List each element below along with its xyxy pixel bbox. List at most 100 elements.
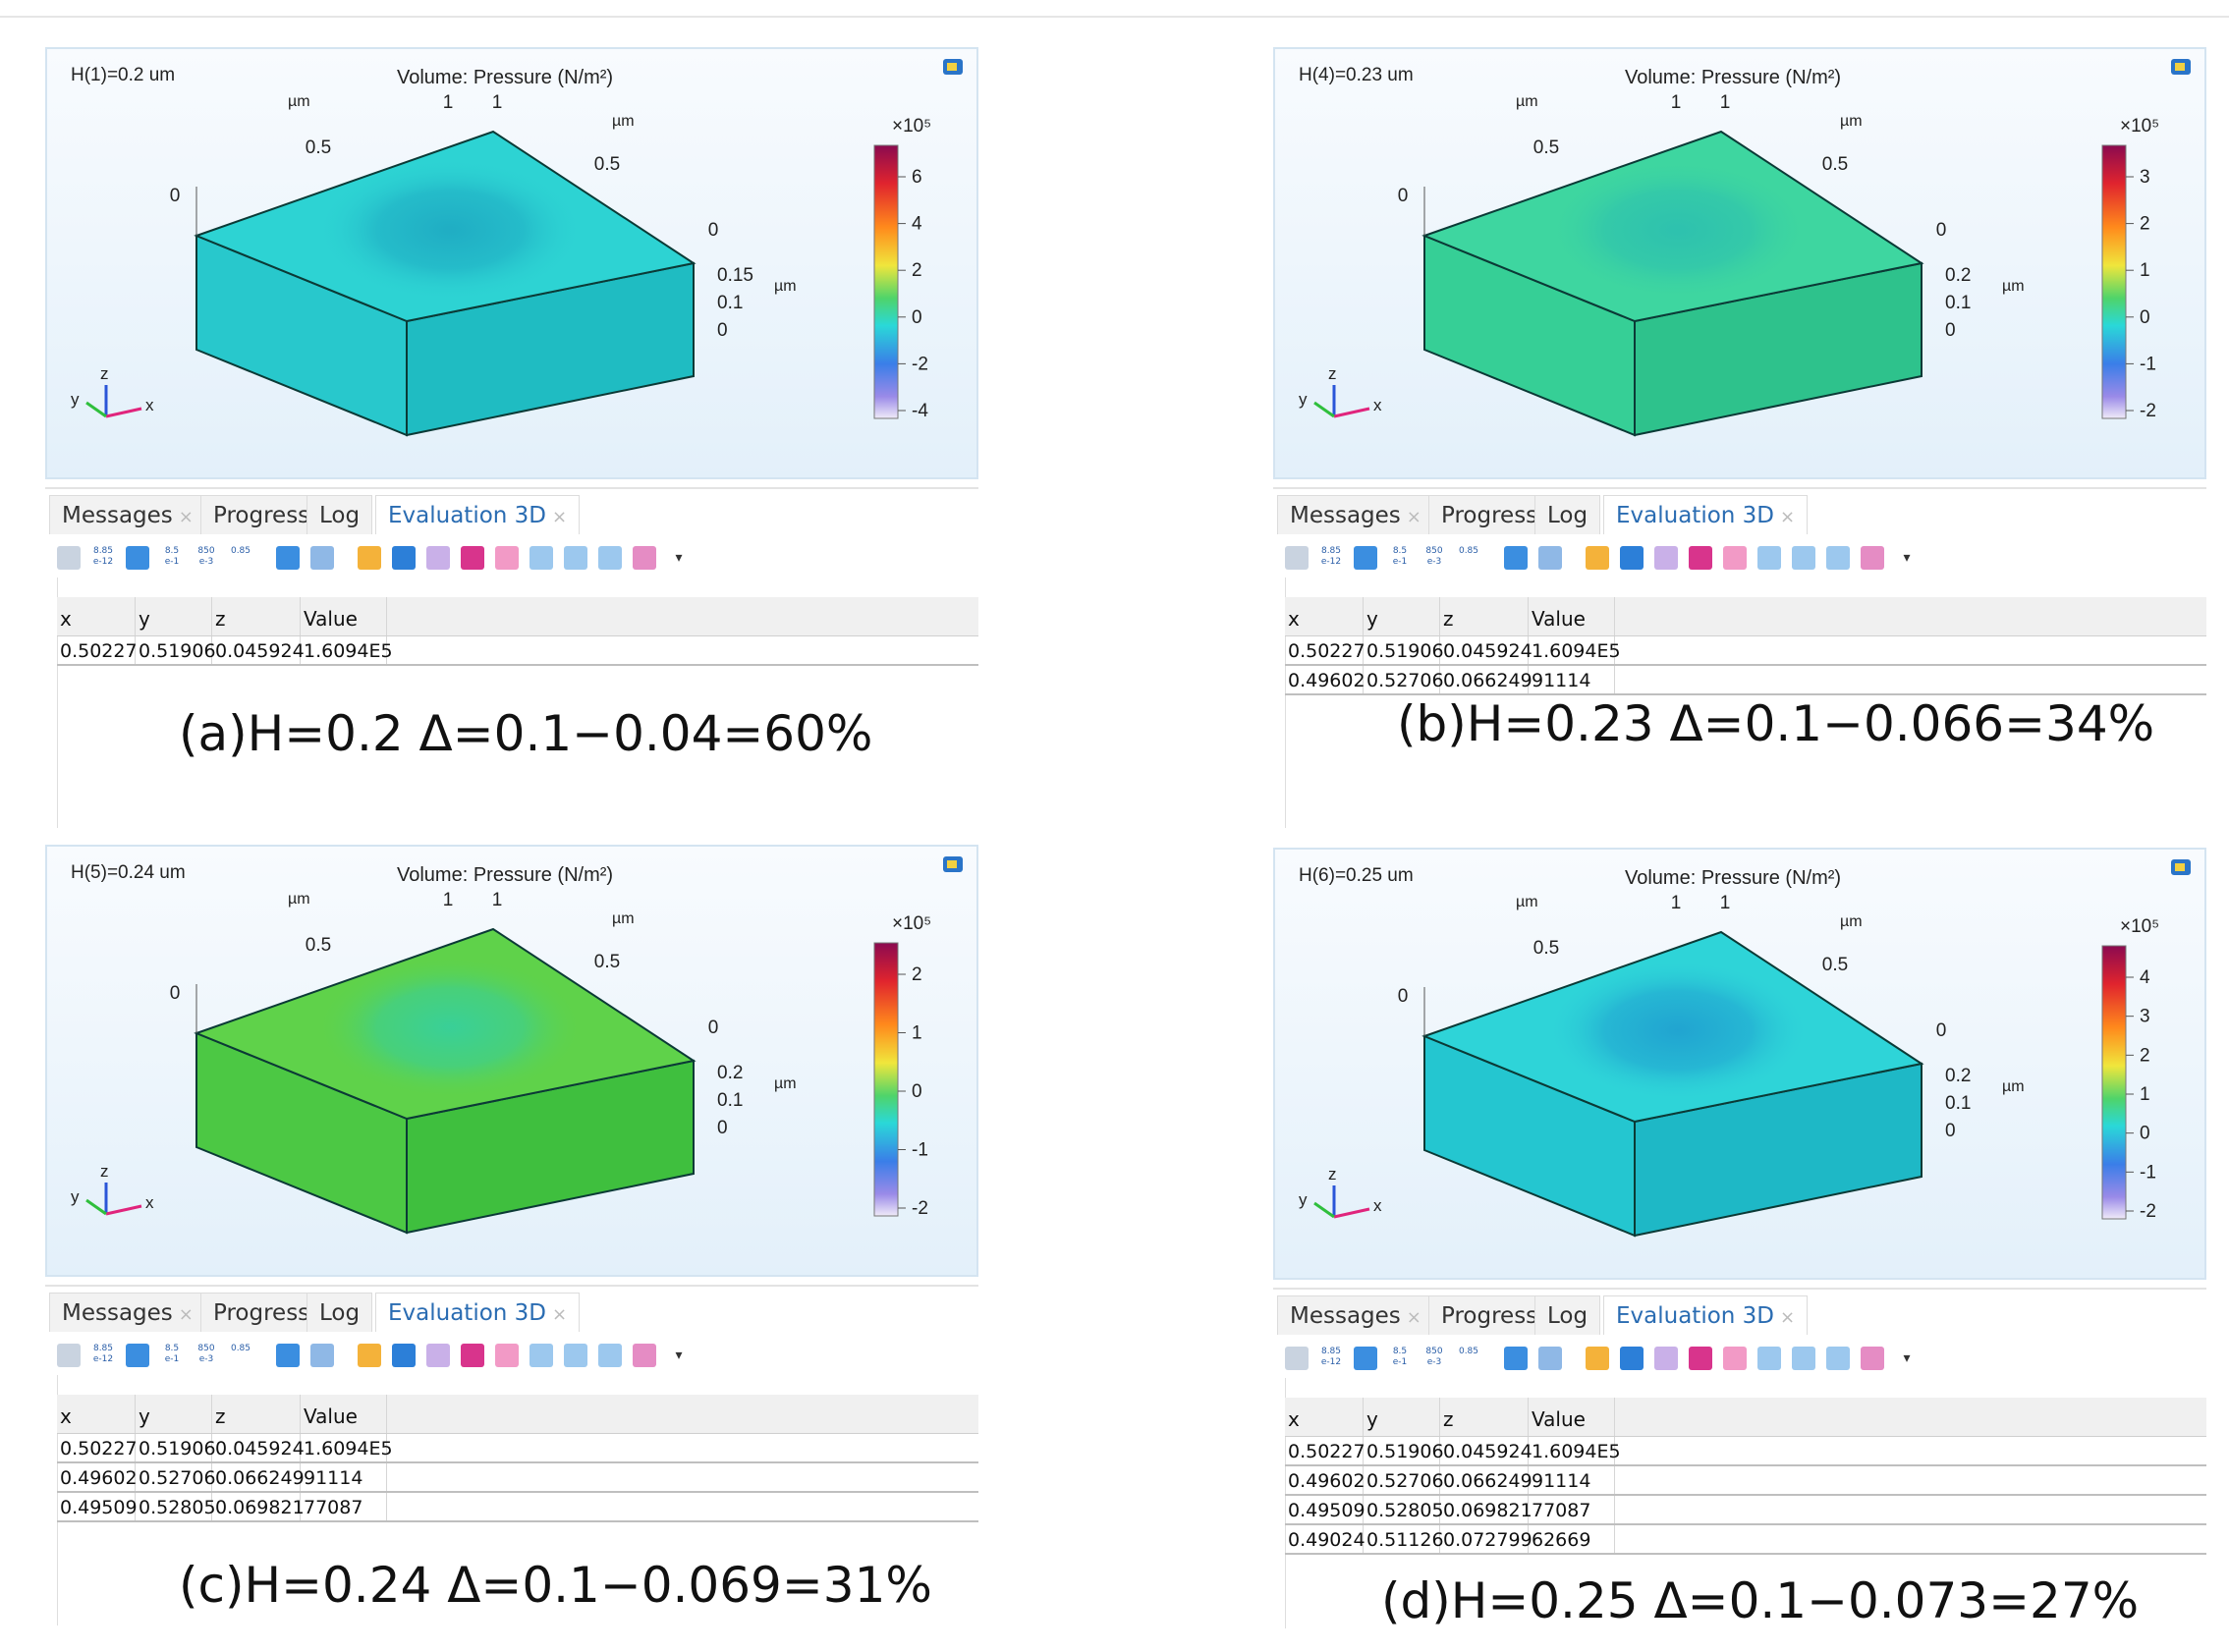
table-row[interactable]: 0.49602 0.52706 0.066249 91114	[1285, 1466, 2206, 1496]
table-view-icon[interactable]	[1504, 1347, 1528, 1370]
format-085-icon[interactable]: 0.85	[1458, 1347, 1479, 1356]
grid-icon[interactable]	[57, 1344, 81, 1367]
graphics-view[interactable]: H(1)=0.2 um Volume: Pressure (N/m²) µm µm µm…	[45, 47, 978, 479]
delete-icon[interactable]	[392, 546, 416, 570]
stop-icon[interactable]	[461, 546, 484, 570]
format-885-e12-icon[interactable]: 8.85 e-12	[92, 1344, 114, 1364]
stop-icon[interactable]	[1689, 546, 1712, 570]
graphics-view[interactable]: H(6)=0.25 um Volume: Pressure (N/m²) µm µm µ…	[1273, 848, 2206, 1280]
tab-log[interactable]: Log	[1534, 1295, 1601, 1335]
table-view-icon[interactable]	[276, 1344, 300, 1367]
close-icon[interactable]: ×	[178, 507, 194, 527]
copy-icon[interactable]	[1757, 1347, 1781, 1370]
chart-icon[interactable]	[1654, 546, 1678, 570]
format-85-e1-icon[interactable]: 8.5 e-1	[1392, 1347, 1408, 1367]
brush-icon[interactable]	[358, 546, 381, 570]
column-header[interactable]: y	[1364, 597, 1440, 635]
delete-icon[interactable]	[392, 1344, 416, 1367]
tab-evaluation-3d[interactable]: Evaluation 3D ×	[375, 495, 581, 534]
table-row[interactable]: 0.50227 0.51906 0.045924 1.6094E5	[1285, 636, 2206, 666]
table-row[interactable]: 0.49509 0.52805 0.069821 77087	[57, 1493, 978, 1522]
brush-icon[interactable]	[1586, 1347, 1609, 1370]
close-icon[interactable]: ×	[552, 507, 568, 527]
table-view-icon[interactable]	[1504, 546, 1528, 570]
brain-icon[interactable]	[1723, 1347, 1747, 1370]
export-icon[interactable]	[1792, 546, 1815, 570]
tab-progress[interactable]: Progress	[200, 1293, 323, 1332]
format-885-e12-icon[interactable]: 8.85 e-12	[92, 546, 114, 567]
column-header[interactable]: y	[136, 597, 212, 635]
globe-icon[interactable]	[1538, 546, 1562, 570]
copy-table-icon[interactable]	[1826, 546, 1850, 570]
tab-progress[interactable]: Progress	[200, 495, 323, 534]
close-icon[interactable]: ×	[178, 1304, 194, 1325]
brain-icon[interactable]	[1723, 546, 1747, 570]
column-header[interactable]: y	[136, 1395, 212, 1433]
graphics-view[interactable]: H(5)=0.24 um Volume: Pressure (N/m²) µm µm µ…	[45, 845, 978, 1277]
table-row[interactable]: 0.50227 0.51906 0.045924 1.6094E5	[57, 636, 978, 666]
dropdown-arrow-icon[interactable]: ▾	[1903, 550, 1911, 566]
close-icon[interactable]: ×	[1406, 1307, 1421, 1328]
column-header[interactable]: Value	[301, 1395, 387, 1433]
close-icon[interactable]: ×	[1406, 507, 1421, 527]
tab-evaluation-3d[interactable]: Evaluation 3D ×	[1603, 1295, 1809, 1335]
tab-messages[interactable]: Messages ×	[49, 495, 206, 534]
format-085-icon[interactable]: 0.85	[1458, 546, 1479, 556]
format-085-icon[interactable]: 0.85	[230, 546, 251, 556]
chart-icon[interactable]	[426, 546, 450, 570]
auto-format-icon[interactable]	[1354, 546, 1377, 570]
copy-table-icon[interactable]	[598, 546, 622, 570]
table-row[interactable]: 0.50227 0.51906 0.045924 1.6094E5	[1285, 1437, 2206, 1466]
column-header[interactable]: y	[1364, 1398, 1440, 1436]
column-header[interactable]: z	[212, 597, 301, 635]
brush-icon[interactable]	[1586, 546, 1609, 570]
column-header[interactable]: x	[57, 597, 136, 635]
tab-evaluation-3d[interactable]: Evaluation 3D ×	[1603, 495, 1809, 534]
chart-icon[interactable]	[1654, 1347, 1678, 1370]
tab-log[interactable]: Log	[306, 495, 373, 534]
table-row[interactable]: 0.49024 0.51126 0.072799 62669	[1285, 1525, 2206, 1555]
column-header[interactable]: z	[1440, 1398, 1529, 1436]
auto-format-icon[interactable]	[126, 1344, 149, 1367]
tab-progress[interactable]: Progress	[1428, 495, 1551, 534]
stop-icon[interactable]	[1689, 1347, 1712, 1370]
globe-icon[interactable]	[310, 546, 334, 570]
copy-table-icon[interactable]	[1826, 1347, 1850, 1370]
grid-icon[interactable]	[1285, 546, 1309, 570]
export-icon[interactable]	[564, 1344, 587, 1367]
columns-icon[interactable]	[1861, 546, 1884, 570]
format-850-e3-icon[interactable]: 850 e-3	[1425, 546, 1443, 567]
table-row[interactable]: 0.49509 0.52805 0.069821 77087	[1285, 1496, 2206, 1525]
export-icon[interactable]	[1792, 1347, 1815, 1370]
column-header[interactable]: Value	[301, 597, 387, 635]
tab-messages[interactable]: Messages ×	[49, 1293, 206, 1332]
column-header[interactable]: x	[1285, 1398, 1364, 1436]
delete-icon[interactable]	[1620, 1347, 1644, 1370]
table-row[interactable]: 0.49602 0.52706 0.066249 91114	[1285, 666, 2206, 695]
format-850-e3-icon[interactable]: 850 e-3	[1425, 1347, 1443, 1367]
brain-icon[interactable]	[495, 546, 519, 570]
format-85-e1-icon[interactable]: 8.5 e-1	[1392, 546, 1408, 567]
copy-icon[interactable]	[1757, 546, 1781, 570]
brain-icon[interactable]	[495, 1344, 519, 1367]
format-885-e12-icon[interactable]: 8.85 e-12	[1320, 546, 1342, 567]
columns-icon[interactable]	[633, 546, 656, 570]
column-header[interactable]: Value	[1529, 1398, 1615, 1436]
stop-icon[interactable]	[461, 1344, 484, 1367]
copy-icon[interactable]	[529, 1344, 553, 1367]
tab-evaluation-3d[interactable]: Evaluation 3D ×	[375, 1293, 581, 1332]
delete-icon[interactable]	[1620, 546, 1644, 570]
auto-format-icon[interactable]	[126, 546, 149, 570]
column-header[interactable]: z	[1440, 597, 1529, 635]
table-row[interactable]: 0.50227 0.51906 0.045924 1.6094E5	[57, 1434, 978, 1463]
chart-icon[interactable]	[426, 1344, 450, 1367]
tab-progress[interactable]: Progress	[1428, 1295, 1551, 1335]
tab-messages[interactable]: Messages ×	[1277, 1295, 1434, 1335]
globe-icon[interactable]	[310, 1344, 334, 1367]
close-icon[interactable]: ×	[1780, 507, 1796, 527]
format-850-e3-icon[interactable]: 850 e-3	[197, 1344, 215, 1364]
format-85-e1-icon[interactable]: 8.5 e-1	[164, 1344, 180, 1364]
grid-icon[interactable]	[57, 546, 81, 570]
dropdown-arrow-icon[interactable]: ▾	[675, 550, 683, 566]
close-icon[interactable]: ×	[552, 1304, 568, 1325]
